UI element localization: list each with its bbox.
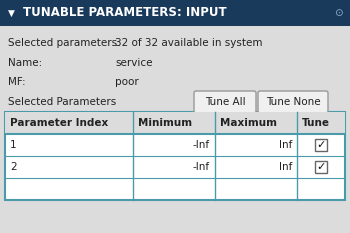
Bar xyxy=(0,26,350,233)
Bar xyxy=(315,139,327,151)
Bar xyxy=(5,112,345,134)
Text: 32 of 32 available in system: 32 of 32 available in system xyxy=(115,38,262,48)
Text: 1: 1 xyxy=(10,140,17,150)
Text: Tune None: Tune None xyxy=(266,97,320,107)
Text: ✓: ✓ xyxy=(316,162,326,172)
Text: Maximum: Maximum xyxy=(220,118,277,128)
Text: Parameter Index: Parameter Index xyxy=(10,118,108,128)
Bar xyxy=(315,161,327,173)
Text: poor: poor xyxy=(115,77,139,87)
Text: service: service xyxy=(115,58,153,68)
Text: ⊙: ⊙ xyxy=(334,8,342,18)
Bar xyxy=(0,0,350,26)
Text: TUNABLE PARAMETERS: INPUT: TUNABLE PARAMETERS: INPUT xyxy=(23,7,227,20)
Text: -Inf: -Inf xyxy=(193,162,210,172)
FancyBboxPatch shape xyxy=(194,91,256,113)
Text: ✓: ✓ xyxy=(316,140,326,150)
Text: Minimum: Minimum xyxy=(138,118,192,128)
Text: MF:: MF: xyxy=(8,77,26,87)
Text: Tune: Tune xyxy=(302,118,330,128)
Text: Tune All: Tune All xyxy=(205,97,245,107)
Text: ▼: ▼ xyxy=(8,8,14,17)
Text: Name:: Name: xyxy=(8,58,42,68)
Text: Selected parameters:: Selected parameters: xyxy=(8,38,121,48)
Text: Selected Parameters: Selected Parameters xyxy=(8,97,116,107)
Text: Inf: Inf xyxy=(279,162,292,172)
Text: -Inf: -Inf xyxy=(193,140,210,150)
Text: Inf: Inf xyxy=(279,140,292,150)
FancyBboxPatch shape xyxy=(258,91,328,113)
Text: 2: 2 xyxy=(10,162,17,172)
Bar xyxy=(5,112,345,200)
